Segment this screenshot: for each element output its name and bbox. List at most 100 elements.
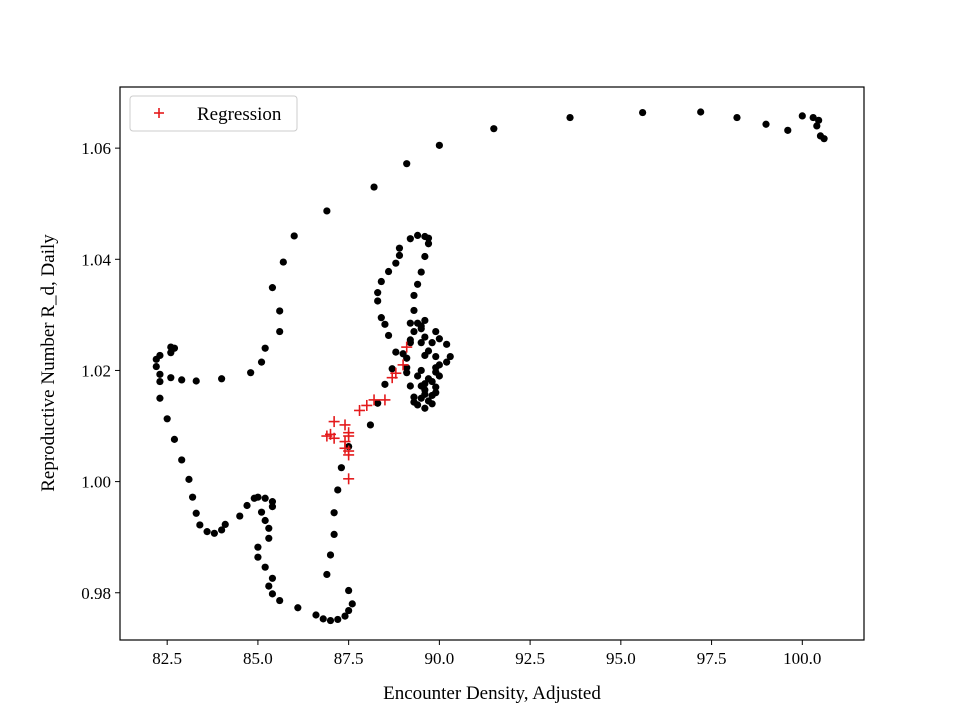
data-point — [435, 141, 443, 149]
data-point — [178, 456, 186, 464]
data-point — [337, 464, 345, 472]
regression-point — [401, 341, 413, 353]
data-point — [435, 361, 443, 369]
regression-point — [397, 359, 409, 371]
data-point — [268, 498, 277, 506]
data-point — [268, 574, 277, 582]
legend-marker-regression — [154, 108, 164, 118]
x-axis: 82.5 85.0 87.5 90.0 92.5 95.0 97.5 100.0 — [152, 640, 821, 668]
y-tick-label: 1.06 — [81, 139, 111, 158]
data-point — [384, 331, 393, 340]
regression-point — [361, 399, 373, 411]
data-point — [421, 404, 429, 412]
regression-point — [343, 430, 355, 442]
regression-point — [328, 416, 340, 428]
data-point — [294, 604, 302, 612]
data-point — [152, 362, 160, 371]
data-point — [323, 570, 331, 579]
data-point — [268, 284, 277, 292]
data-point — [265, 524, 273, 532]
y-axis-label: Reproductive Number R_d, Daily — [38, 234, 59, 492]
data-point — [733, 113, 741, 122]
data-point — [370, 183, 378, 191]
data-point — [421, 252, 429, 261]
data-point — [388, 365, 396, 373]
regression-point — [368, 394, 380, 406]
data-point — [443, 340, 451, 348]
data-point — [374, 289, 382, 297]
data-point — [432, 352, 440, 361]
y-tick-label: 1.04 — [81, 250, 111, 269]
data-point — [178, 376, 186, 384]
data-point — [276, 327, 284, 336]
data-point — [403, 160, 411, 168]
regression-point — [379, 394, 391, 406]
plot-layer — [152, 108, 828, 625]
data-point — [414, 280, 422, 288]
data-point — [392, 348, 400, 356]
data-point — [410, 393, 418, 401]
regression-point — [386, 372, 398, 384]
data-point — [279, 258, 287, 266]
regression-point — [343, 473, 355, 485]
data-point — [406, 382, 414, 390]
data-point — [403, 364, 411, 372]
data-point — [170, 435, 179, 443]
data-point — [421, 333, 429, 341]
data-point — [243, 501, 251, 510]
data-point — [156, 351, 164, 360]
data-point — [813, 122, 821, 130]
data-point — [254, 493, 262, 501]
data-point — [345, 586, 353, 595]
data-point — [236, 512, 244, 520]
data-point — [417, 322, 425, 330]
data-point — [163, 415, 171, 423]
data-point — [257, 508, 266, 516]
data-point — [156, 377, 164, 386]
data-point — [403, 354, 411, 362]
y-tick-label: 1.00 — [81, 473, 111, 492]
data-point — [395, 244, 404, 252]
data-point — [192, 509, 200, 517]
data-point — [490, 125, 498, 133]
data-point — [406, 319, 414, 327]
regression-point — [343, 449, 355, 461]
data-point — [392, 259, 400, 267]
x-tick-label: 90.0 — [425, 649, 455, 668]
data-point — [156, 394, 164, 402]
data-point — [257, 358, 266, 366]
data-point — [406, 235, 414, 243]
data-point — [414, 231, 422, 239]
data-point — [446, 352, 454, 361]
data-point — [192, 377, 200, 385]
y-axis: 0.98 1.00 1.02 1.04 1.06 — [81, 139, 120, 603]
regression-point — [324, 428, 336, 440]
data-point — [326, 616, 335, 625]
data-point — [384, 267, 393, 276]
data-point — [218, 375, 226, 383]
data-point — [410, 306, 418, 315]
data-point — [218, 526, 226, 534]
data-point — [809, 113, 817, 122]
data-point — [435, 335, 443, 343]
data-point — [428, 391, 436, 400]
data-point — [432, 327, 440, 336]
data-point — [334, 615, 342, 624]
data-point — [254, 543, 262, 551]
data-point — [319, 615, 327, 623]
data-point — [762, 120, 770, 128]
data-point — [334, 486, 342, 494]
data-point — [261, 516, 269, 525]
y-tick-label: 0.98 — [81, 584, 111, 603]
data-point — [156, 370, 164, 378]
data-point — [798, 112, 806, 120]
data-point — [697, 108, 705, 116]
data-point — [784, 126, 792, 134]
data-point — [424, 240, 433, 248]
data-point — [417, 339, 425, 347]
data-point — [424, 397, 433, 405]
data-point — [167, 343, 175, 351]
plot-frame — [119, 86, 865, 641]
data-point — [377, 314, 385, 322]
legend-box — [129, 95, 298, 132]
